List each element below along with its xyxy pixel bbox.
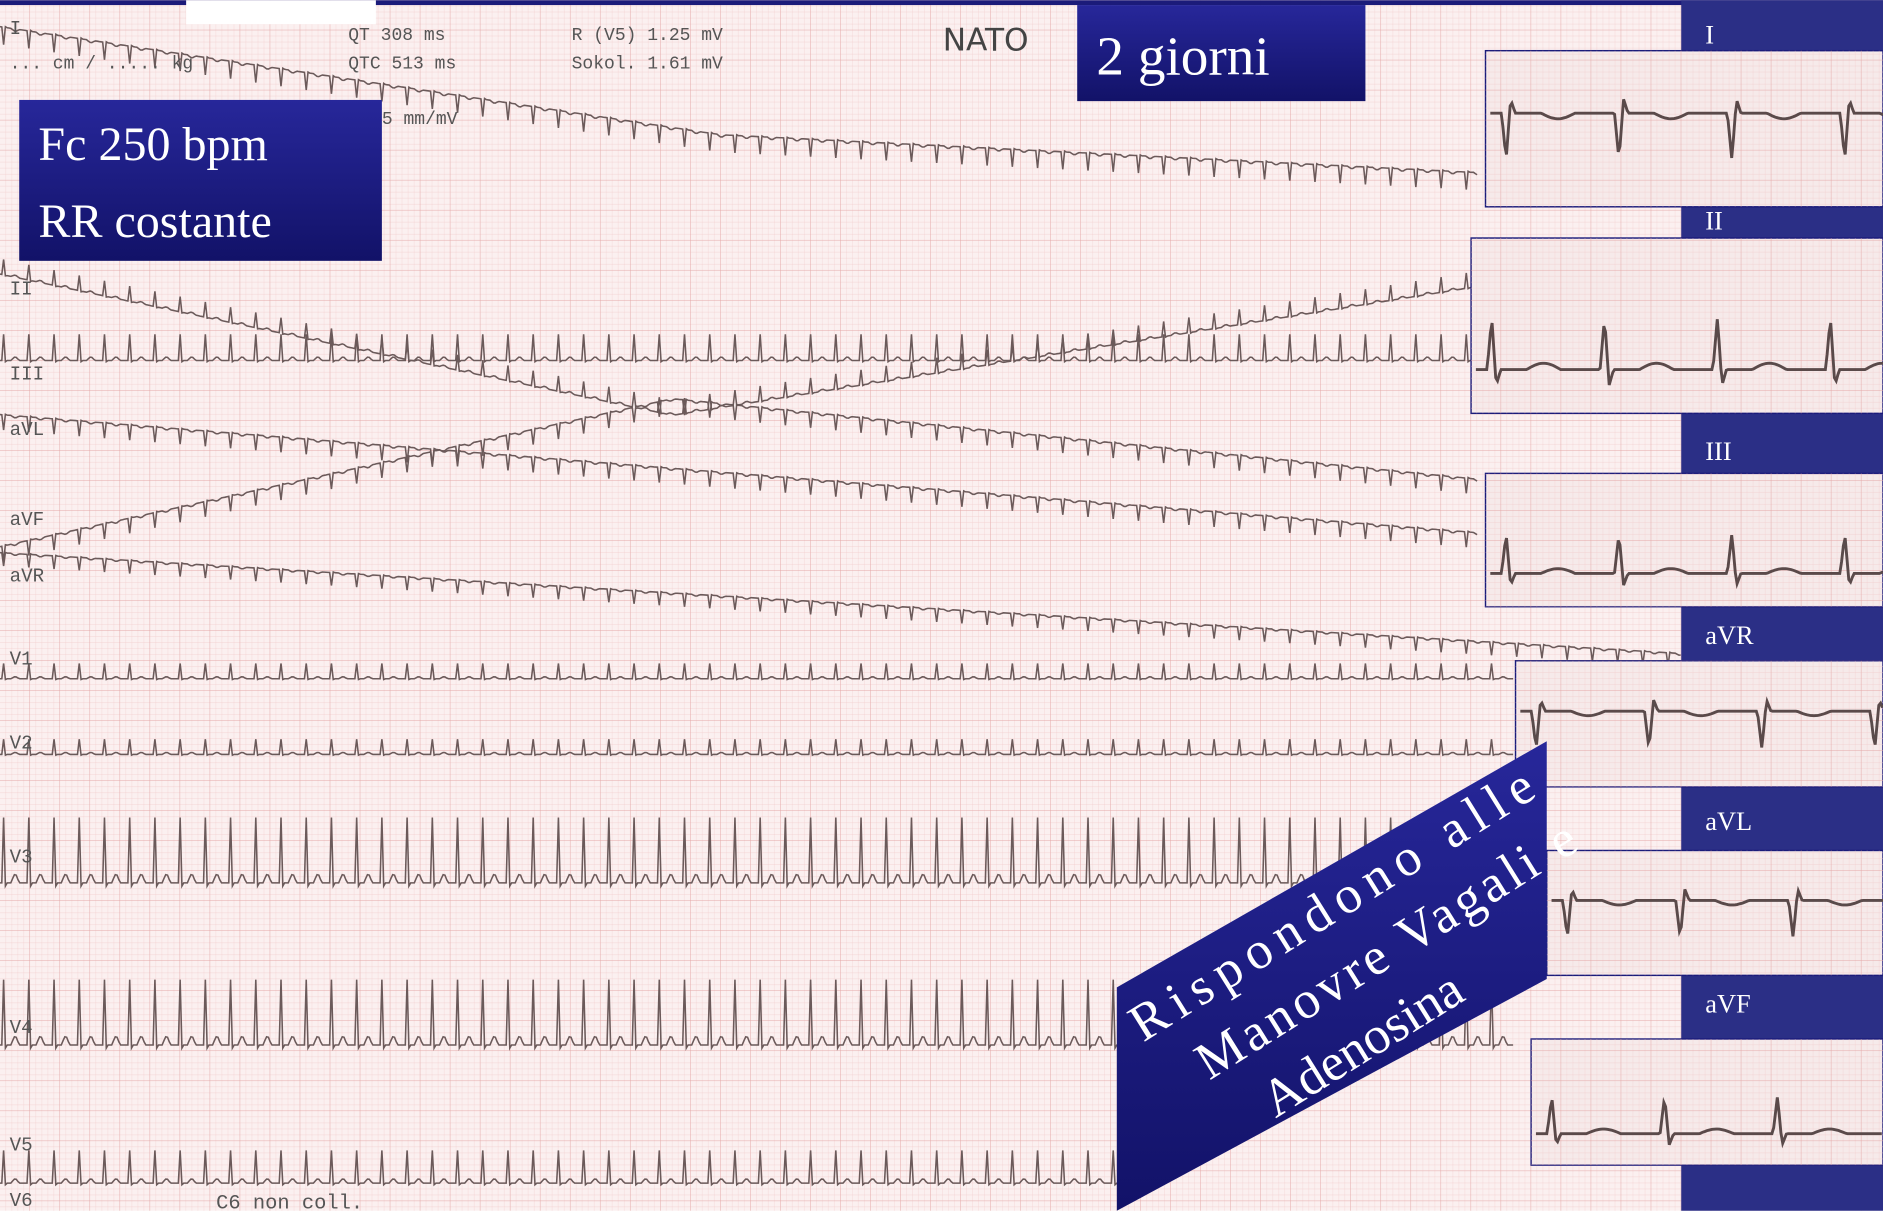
header-text: Sokol. 1.61 mV bbox=[572, 55, 723, 75]
lead-label: aVF bbox=[10, 509, 45, 531]
inset-lead-label: II bbox=[1705, 206, 1723, 236]
rate-text: RR costante bbox=[38, 195, 271, 248]
header-text: 5 mm/mV bbox=[382, 110, 458, 130]
header-text: QT 308 ms bbox=[348, 26, 445, 46]
lead-label: V3 bbox=[10, 846, 33, 868]
lead-label: V4 bbox=[10, 1017, 33, 1039]
handwritten-text: NATO bbox=[943, 23, 1029, 59]
lead-label: V1 bbox=[10, 648, 33, 670]
inset-lead-label: I bbox=[1705, 19, 1714, 49]
lead-bar bbox=[1681, 1165, 1883, 1211]
inset-lead-label: aVR bbox=[1705, 620, 1754, 650]
header-text: R (V5) 1.25 mV bbox=[572, 26, 723, 46]
inset-grid bbox=[1531, 1039, 1883, 1165]
inset-lead-label: aVL bbox=[1705, 806, 1752, 836]
footer-text: C6 non coll. bbox=[216, 1192, 363, 1211]
slide: QT 308 ms R (V5) 1.25 mV QTC 513 ms Soko… bbox=[0, 0, 1883, 1211]
header-text: QTC 513 ms bbox=[348, 55, 456, 75]
header-text: ... cm / ..... kg bbox=[10, 55, 194, 75]
inset-grid bbox=[1486, 51, 1883, 207]
inset-grid bbox=[1516, 661, 1883, 787]
lead-label: aVL bbox=[10, 419, 45, 441]
lead-label: V5 bbox=[10, 1135, 33, 1157]
age-text: 2 giorni bbox=[1096, 26, 1269, 87]
lead-label: II bbox=[10, 278, 33, 300]
lead-label: V2 bbox=[10, 732, 33, 754]
inset-grid bbox=[1471, 238, 1883, 413]
inset-grid bbox=[1486, 473, 1883, 606]
lead-label: V6 bbox=[10, 1190, 33, 1211]
rate-text: Fc 250 bpm bbox=[38, 118, 267, 171]
logo-area bbox=[186, 0, 376, 24]
lead-label: aVR bbox=[10, 565, 45, 587]
page: {"overlays": { "rate_box": {"lines": ["F… bbox=[0, 0, 1883, 1211]
inset-lead-label: aVF bbox=[1705, 989, 1750, 1019]
inset-grid bbox=[1547, 850, 1883, 975]
lead-label: I bbox=[10, 18, 22, 40]
lead-label: III bbox=[10, 364, 45, 386]
inset-lead-label: III bbox=[1705, 436, 1731, 466]
